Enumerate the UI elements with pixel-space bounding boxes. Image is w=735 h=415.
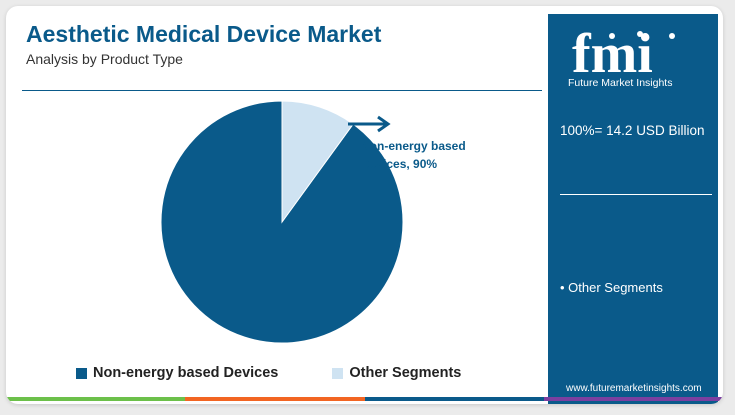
chart-legend: Non-energy based Devices Other Segments bbox=[76, 365, 461, 381]
logo-tagline: Future Market Insights bbox=[568, 77, 673, 89]
info-sidebar: fmi Future Market Insights 100%= 14.2 US… bbox=[548, 14, 718, 404]
legend-item-other: Other Segments bbox=[332, 365, 461, 381]
slice-annotation: Non-energy based Devices, 90% bbox=[361, 137, 471, 173]
sidebar-segment-label: • Other Segments bbox=[560, 280, 663, 295]
legend-swatch-non-energy bbox=[76, 367, 87, 379]
pie-chart bbox=[160, 100, 404, 344]
bottom-bar-segment-orange bbox=[185, 397, 365, 401]
legend-swatch-other bbox=[332, 367, 344, 379]
title-divider bbox=[22, 90, 542, 91]
annotation-line-2: Devices, 90% bbox=[361, 157, 438, 171]
market-total-label: 100%= 14.2 USD Billion bbox=[560, 123, 705, 138]
bottom-bar-segment-purple bbox=[543, 397, 723, 401]
arrow-right-icon bbox=[348, 115, 391, 133]
bottom-bar-segment-green bbox=[6, 397, 186, 401]
sidebar-divider bbox=[560, 194, 712, 195]
legend-label-non-energy: Non-energy based Devices bbox=[93, 365, 279, 381]
legend-item-non-energy: Non-energy based Devices bbox=[76, 365, 278, 381]
legend-label-other: Other Segments bbox=[349, 365, 462, 381]
annotation-line-1: Non-energy based bbox=[361, 139, 466, 153]
bottom-color-bar bbox=[6, 397, 723, 401]
website-link[interactable]: www.futuremarketinsights.com bbox=[566, 383, 702, 394]
bottom-bar-segment-blue bbox=[364, 397, 544, 401]
chart-title: Aesthetic Medical Device Market bbox=[26, 21, 382, 47]
chart-card: Aesthetic Medical Device Market Analysis… bbox=[6, 6, 723, 404]
chart-subtitle: Analysis by Product Type bbox=[26, 51, 183, 67]
fmi-logo: fmi bbox=[572, 26, 675, 78]
